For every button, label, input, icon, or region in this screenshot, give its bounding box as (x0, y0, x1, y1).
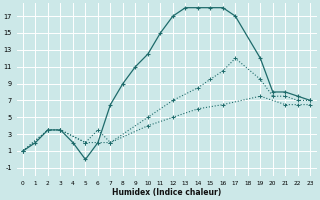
X-axis label: Humidex (Indice chaleur): Humidex (Indice chaleur) (112, 188, 221, 197)
